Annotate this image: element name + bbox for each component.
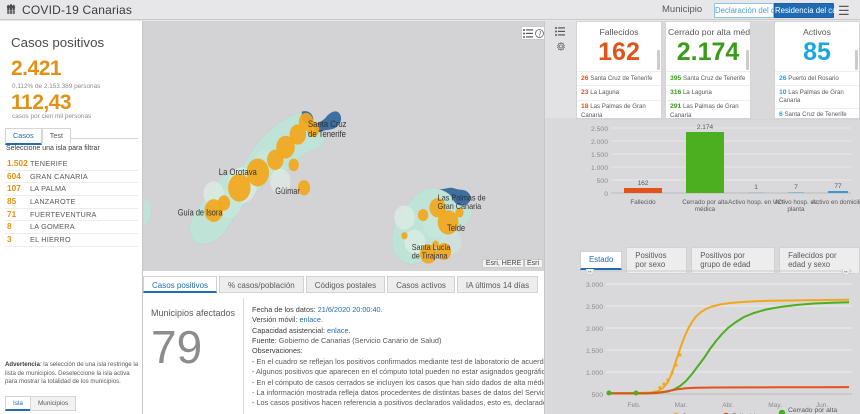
svg-text:Güímar: Güímar	[275, 185, 300, 196]
svg-text:May.: May.	[768, 402, 782, 409]
svg-text:de Tirajana: de Tirajana	[412, 251, 448, 261]
svg-text:2.174: 2.174	[697, 124, 714, 131]
svg-text:3.000: 3.000	[586, 282, 603, 289]
svg-text:La Orotava: La Orotava	[219, 166, 257, 177]
svg-text:Guía de Isora: Guía de Isora	[178, 207, 223, 218]
svg-text:1: 1	[754, 184, 758, 191]
svg-text:Fallecido: Fallecido	[630, 199, 656, 206]
svg-text:0: 0	[604, 191, 608, 198]
svg-text:Cerrado por alta: Cerrado por alta	[682, 199, 728, 206]
svg-text:1.500: 1.500	[586, 348, 603, 355]
svg-text:2.500: 2.500	[586, 304, 603, 311]
svg-text:••: ••	[844, 270, 848, 276]
svg-text:1.500: 1.500	[591, 152, 608, 159]
svg-text:••: ••	[588, 270, 592, 276]
svg-text:2.500: 2.500	[591, 126, 608, 133]
svg-text:1.000: 1.000	[591, 165, 608, 172]
svg-text:Activo en domicilio: Activo en domicilio	[812, 199, 860, 206]
svg-text:Abr.: Abr.	[722, 402, 734, 409]
svg-text:500: 500	[597, 178, 609, 185]
svg-text:2.000: 2.000	[591, 139, 608, 146]
svg-text:de Tenerife: de Tenerife	[308, 128, 346, 139]
svg-text:Feb.: Feb.	[627, 402, 640, 409]
svg-text:médica: médica	[695, 206, 716, 213]
svg-text:500: 500	[592, 392, 604, 399]
svg-text:planta: planta	[787, 206, 805, 213]
svg-text:2.000: 2.000	[586, 326, 603, 333]
svg-text:162: 162	[638, 180, 649, 187]
svg-text:1.000: 1.000	[586, 370, 603, 377]
svg-text:7: 7	[794, 184, 798, 191]
svg-text:Telde: Telde	[447, 223, 465, 233]
svg-text:Mar.: Mar.	[675, 402, 688, 409]
svg-text:77: 77	[834, 183, 842, 190]
svg-text:Gran Canaria: Gran Canaria	[438, 202, 482, 212]
svg-text:Cerrado por alta: Cerrado por alta	[788, 407, 837, 414]
